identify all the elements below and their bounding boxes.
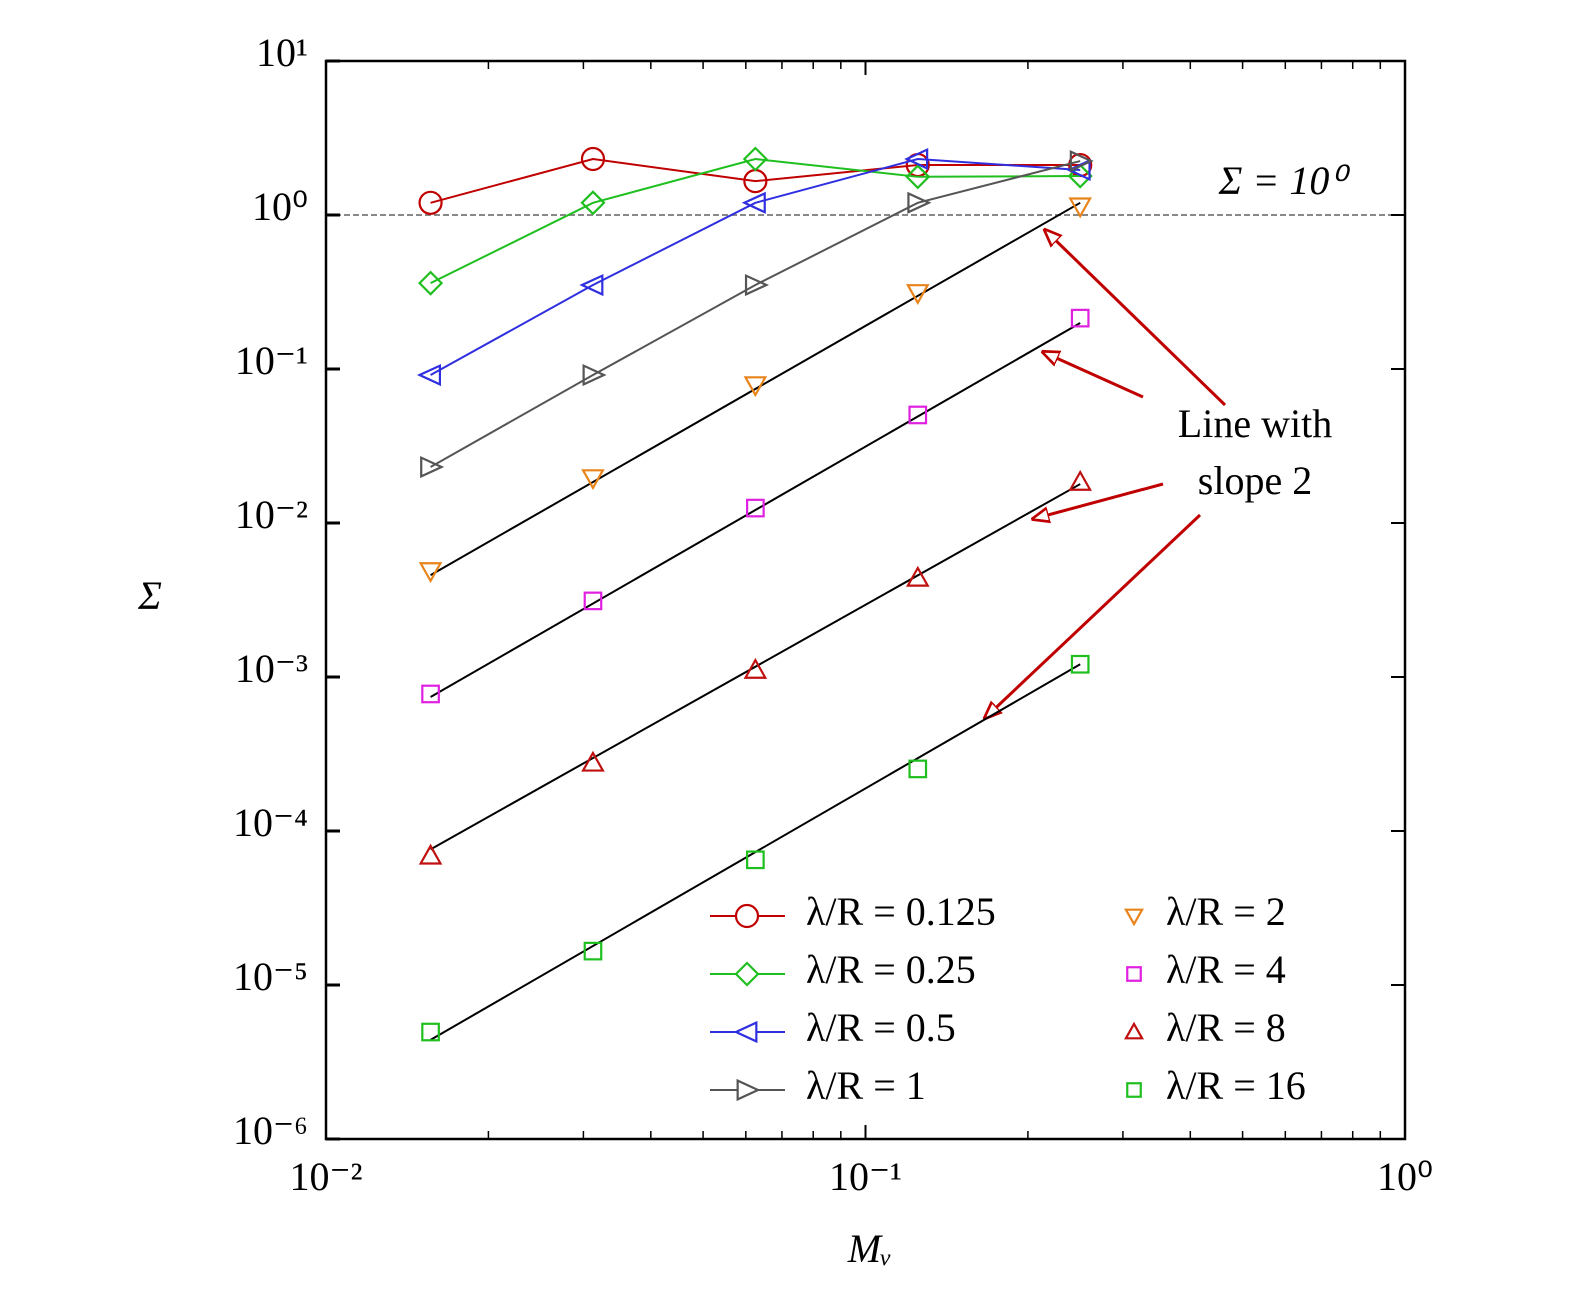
marker bbox=[1126, 966, 1142, 982]
marker bbox=[733, 1020, 758, 1044]
marker bbox=[736, 1078, 761, 1102]
marker bbox=[908, 405, 928, 425]
legend-label: λ/R = 16 bbox=[1166, 1063, 1306, 1108]
x-tick-label: 10⁻¹ bbox=[829, 1154, 902, 1199]
x-tick-label: 10⁰ bbox=[1377, 1154, 1433, 1199]
annotation-text: Line with bbox=[1178, 401, 1332, 446]
marker bbox=[1126, 1082, 1142, 1098]
marker bbox=[582, 363, 607, 387]
series-line bbox=[430, 157, 1081, 285]
series-line bbox=[430, 160, 1081, 468]
marker bbox=[734, 961, 760, 987]
marker bbox=[418, 562, 443, 584]
hline-label: Σ = 10⁰ bbox=[1218, 158, 1351, 203]
slope-line bbox=[430, 322, 1081, 698]
marker bbox=[744, 273, 770, 297]
marker bbox=[1068, 469, 1092, 491]
y-tick-label: 10⁻² bbox=[235, 492, 308, 537]
series-line bbox=[430, 157, 1081, 376]
y-tick-label: 10¹ bbox=[256, 30, 308, 75]
y-tick-label: 10⁻³ bbox=[235, 646, 308, 691]
marker bbox=[421, 1022, 440, 1042]
marker bbox=[906, 284, 930, 306]
legend-label: λ/R = 8 bbox=[1166, 1005, 1286, 1050]
marker bbox=[583, 941, 603, 961]
legend-label: λ/R = 4 bbox=[1166, 947, 1286, 992]
marker bbox=[1070, 654, 1090, 674]
arrow bbox=[1033, 482, 1164, 519]
marker bbox=[904, 147, 929, 171]
legend-label: λ/R = 1 bbox=[806, 1063, 926, 1108]
x-axis-label: Mᵥ bbox=[847, 1226, 893, 1271]
x-tick-label: 10⁻² bbox=[289, 1154, 362, 1199]
marker bbox=[1124, 908, 1144, 927]
marker bbox=[743, 376, 768, 398]
marker bbox=[1070, 308, 1090, 328]
marker bbox=[746, 850, 765, 870]
marker bbox=[418, 190, 443, 215]
marker bbox=[743, 657, 768, 679]
arrow bbox=[1043, 352, 1144, 399]
marker bbox=[580, 146, 606, 172]
y-tick-label: 10⁰ bbox=[252, 184, 308, 229]
marker bbox=[418, 270, 444, 296]
annotation-text: slope 2 bbox=[1198, 458, 1312, 503]
y-tick-label: 10⁻⁶ bbox=[233, 1108, 308, 1153]
marker bbox=[420, 455, 445, 479]
marker bbox=[742, 146, 768, 172]
y-axis-label: Σ bbox=[137, 573, 162, 618]
marker bbox=[1069, 149, 1094, 173]
marker bbox=[907, 191, 932, 214]
marker bbox=[581, 469, 605, 491]
marker bbox=[1124, 1021, 1144, 1040]
annotation-arrows bbox=[985, 230, 1227, 718]
legend-label: λ/R = 0.5 bbox=[806, 1005, 956, 1050]
marker bbox=[1068, 197, 1092, 219]
y-tick-label: 10⁻¹ bbox=[235, 338, 308, 383]
slope-line bbox=[430, 201, 1081, 576]
legend-label: λ/R = 0.125 bbox=[806, 889, 996, 934]
plot-frame bbox=[324, 59, 1407, 1141]
marker bbox=[908, 759, 928, 779]
slope-line bbox=[430, 483, 1081, 851]
arrow bbox=[1045, 230, 1227, 407]
marker bbox=[906, 565, 930, 587]
arrow bbox=[985, 513, 1202, 718]
marker bbox=[416, 363, 442, 387]
marker bbox=[581, 750, 605, 772]
series-line bbox=[430, 157, 1081, 204]
legend-label: λ/R = 0.25 bbox=[806, 947, 976, 992]
marker bbox=[746, 498, 765, 518]
y-tick-label: 10⁻⁴ bbox=[233, 800, 308, 845]
marker bbox=[905, 164, 931, 190]
marker bbox=[580, 190, 606, 216]
y-tick-label: 10⁻⁵ bbox=[233, 954, 308, 999]
legend: λ/R = 0.125 λ/R = 0.25 λ/R = 0.5 λ/R = 1 λ/R… bbox=[710, 889, 1306, 1108]
marker bbox=[734, 903, 760, 929]
marker bbox=[579, 273, 604, 297]
marker bbox=[583, 591, 603, 611]
marker bbox=[418, 843, 443, 865]
marker bbox=[741, 191, 766, 214]
legend-label: λ/R = 2 bbox=[1166, 889, 1286, 934]
marker bbox=[421, 684, 440, 704]
